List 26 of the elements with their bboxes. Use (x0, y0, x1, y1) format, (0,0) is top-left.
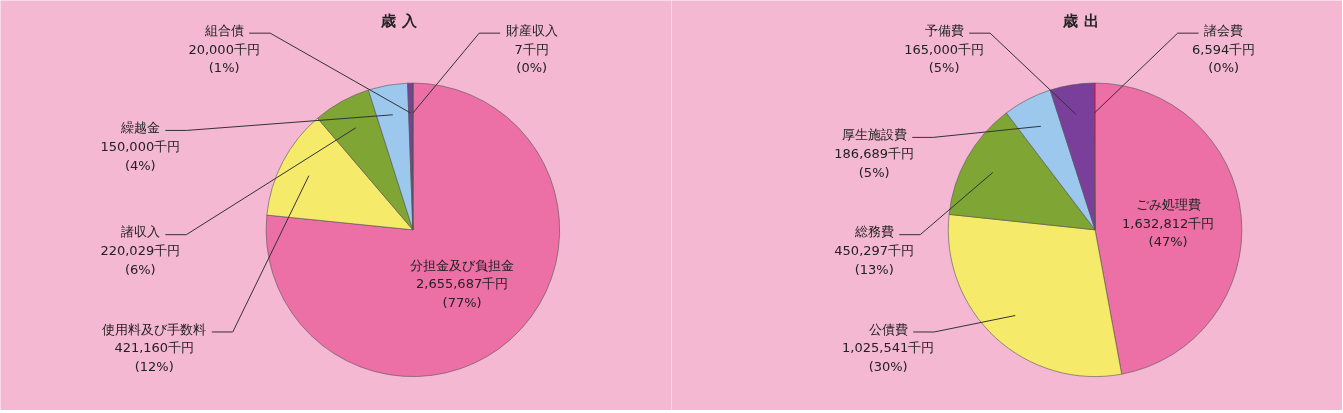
slice-label: 使用料及び手数料 (102, 321, 207, 337)
data-label: 165,000千円 (5%) (904, 41, 984, 76)
slice-label: 予備費 (924, 22, 964, 38)
data-label: 220,029千円 (6%) (100, 243, 181, 277)
slice-label: 総務費 (853, 224, 894, 240)
data-label: 450,297千円 (13%) (834, 243, 915, 277)
data-label: 186,689千円 (5%) (834, 145, 915, 180)
slice-label: 財産収入 (505, 22, 558, 38)
slice-label: 組合債 (203, 22, 244, 38)
data-label: 2,655,687千円 (77%) (416, 276, 509, 311)
chart-title: 歳 入 (380, 12, 418, 31)
data-label: 7千円 (0%) (514, 41, 549, 76)
slice-label: 分担金及び負担金 (410, 257, 515, 273)
data-label: 6,594千円 (0%) (1192, 41, 1256, 76)
slice-label: 諸会費 (1204, 22, 1244, 38)
slice-label: ごみ処理費 (1135, 196, 1201, 212)
data-label: 150,000千円 (4%) (100, 138, 181, 173)
slice-label: 厚生施設費 (841, 127, 907, 143)
data-label: 20,000千円 (1%) (188, 41, 260, 76)
data-label: 1,632,812千円 (47%) (1122, 215, 1215, 250)
chart-title: 歳 出 (1062, 12, 1099, 31)
slice-label: 諸収入 (120, 224, 160, 240)
data-label: 421,160千円 (12%) (114, 340, 195, 375)
slice-label: 公債費 (868, 321, 908, 337)
slice-label: 繰越金 (119, 120, 160, 136)
data-label: 1,025,541千円 (30%) (842, 340, 935, 375)
